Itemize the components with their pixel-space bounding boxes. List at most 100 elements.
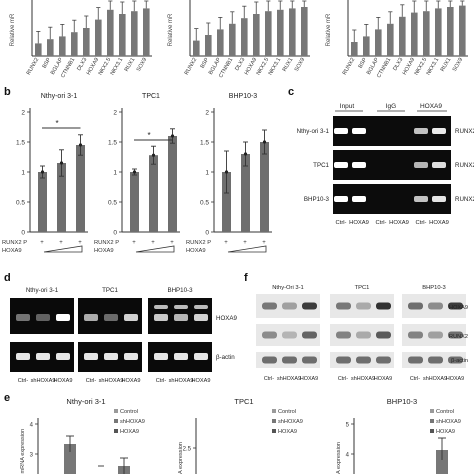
bar [411,12,418,57]
gel-band [414,128,428,134]
gel-band [352,162,366,168]
gel-band [104,353,118,360]
legend-entry: HOXA9 [278,429,297,435]
row-mark: + [132,240,136,246]
bar [119,14,126,56]
y-tick-label: 1 [21,170,25,177]
blot-band [336,356,351,364]
blot-band [336,331,351,339]
row-label: BHP10-3 [304,196,330,203]
gel-band [16,353,30,360]
band-label-beta-actin: β-actin [451,358,468,364]
legend-swatch [272,429,276,433]
bar [289,8,296,56]
legend-swatch [430,409,434,413]
panel-e: Nthy-ori 3-1 Relative mRNA expression 4 3 Co… [20,397,461,474]
y-tick-label: 5 [346,423,350,429]
gel-title: BHP10-3 [167,287,193,294]
bar [423,11,430,56]
gel-band [194,353,208,360]
significance-star: * [147,131,150,140]
bar [95,19,102,57]
panel-b: Nthy-ori 3-1 0 0.5 1 1.5 2 * RUNX2 P HOXA9 + + + TPC… [2,93,272,254]
lane-label: shHOXA9 [351,376,375,382]
mean-point [262,140,267,144]
gel-band [36,314,50,321]
bar [35,43,42,56]
legend-swatch [114,429,118,433]
bar [193,40,200,56]
blot-band [428,331,443,339]
lane-label: HOXA9 [446,376,464,382]
ylabel-text: Relative mR [326,13,332,46]
bar [375,29,382,56]
mean-point [59,161,64,165]
bar [241,18,248,56]
chart-title: TPC1 [234,397,253,406]
row-label-runx2: RUNX2 P [2,240,27,246]
bar [57,163,66,232]
gel-band [16,314,30,321]
gene-tick-label: SOX9 [452,57,465,73]
blot-band [356,302,371,310]
bar [59,36,66,56]
bar [399,16,406,56]
row-mark: + [151,240,155,246]
chart-title: Nthy-ori 3-1 [66,397,105,406]
gel-band [36,353,50,360]
bar [351,42,358,56]
lane-label: HOXA9 [54,378,73,384]
blot-band [376,356,391,364]
mean-point [170,134,175,138]
col-header: Input [340,103,355,110]
bar [459,5,466,57]
chart-title: BHP10-3 [229,93,258,100]
band-label-runx2: RUNX2 [455,196,474,203]
lane-label: Ctrl- [376,220,387,226]
blot-band [282,302,297,310]
gene-tick-label: BSP [42,57,53,70]
y-tick-label: 1.5 [16,140,25,147]
legend-swatch [272,419,276,423]
blot-band [448,331,463,339]
bar [387,23,394,56]
bar [217,29,224,56]
lane-label: HOXA9 [429,220,449,226]
y-tick-label: 0.5 [108,200,117,207]
gel-band [432,196,446,202]
bar [301,7,308,56]
gel-band [414,196,428,202]
bar [38,172,47,232]
blot-band [336,302,351,310]
mean-point [78,143,83,147]
mean-point [132,170,137,174]
legend-entry: Control [436,409,454,415]
row-label-hoxa9: HOXA9 [94,248,114,254]
gel-band [334,196,348,202]
dose-triangle [135,245,175,253]
bar [363,36,370,56]
legend-entry: shHOXA9 [120,419,145,425]
blot-band [356,331,371,339]
bar [168,136,177,232]
band-label-runx2: RUNX2 [449,334,468,340]
y-tick-label: 0 [205,230,209,237]
dose-triangle [43,245,83,253]
blot-band [408,356,423,364]
y-tick-label: 1 [205,170,209,177]
panel-label-f: f [244,272,248,284]
bar [47,39,54,56]
blot-title: BHP10-3 [422,285,446,291]
bar [83,28,90,56]
ylabel-text: Relative mR [168,13,174,46]
gel-band [334,128,348,134]
blot-band [376,331,391,339]
legend-entry: HOXA9 [436,429,455,435]
y-tick-label: 2 [21,110,25,117]
blot-band [376,302,391,310]
bar [71,32,78,56]
lane-label: Ctrl- [338,376,348,382]
col-header: HOXA9 [420,103,442,110]
lane-label: Ctrl- [336,220,347,226]
